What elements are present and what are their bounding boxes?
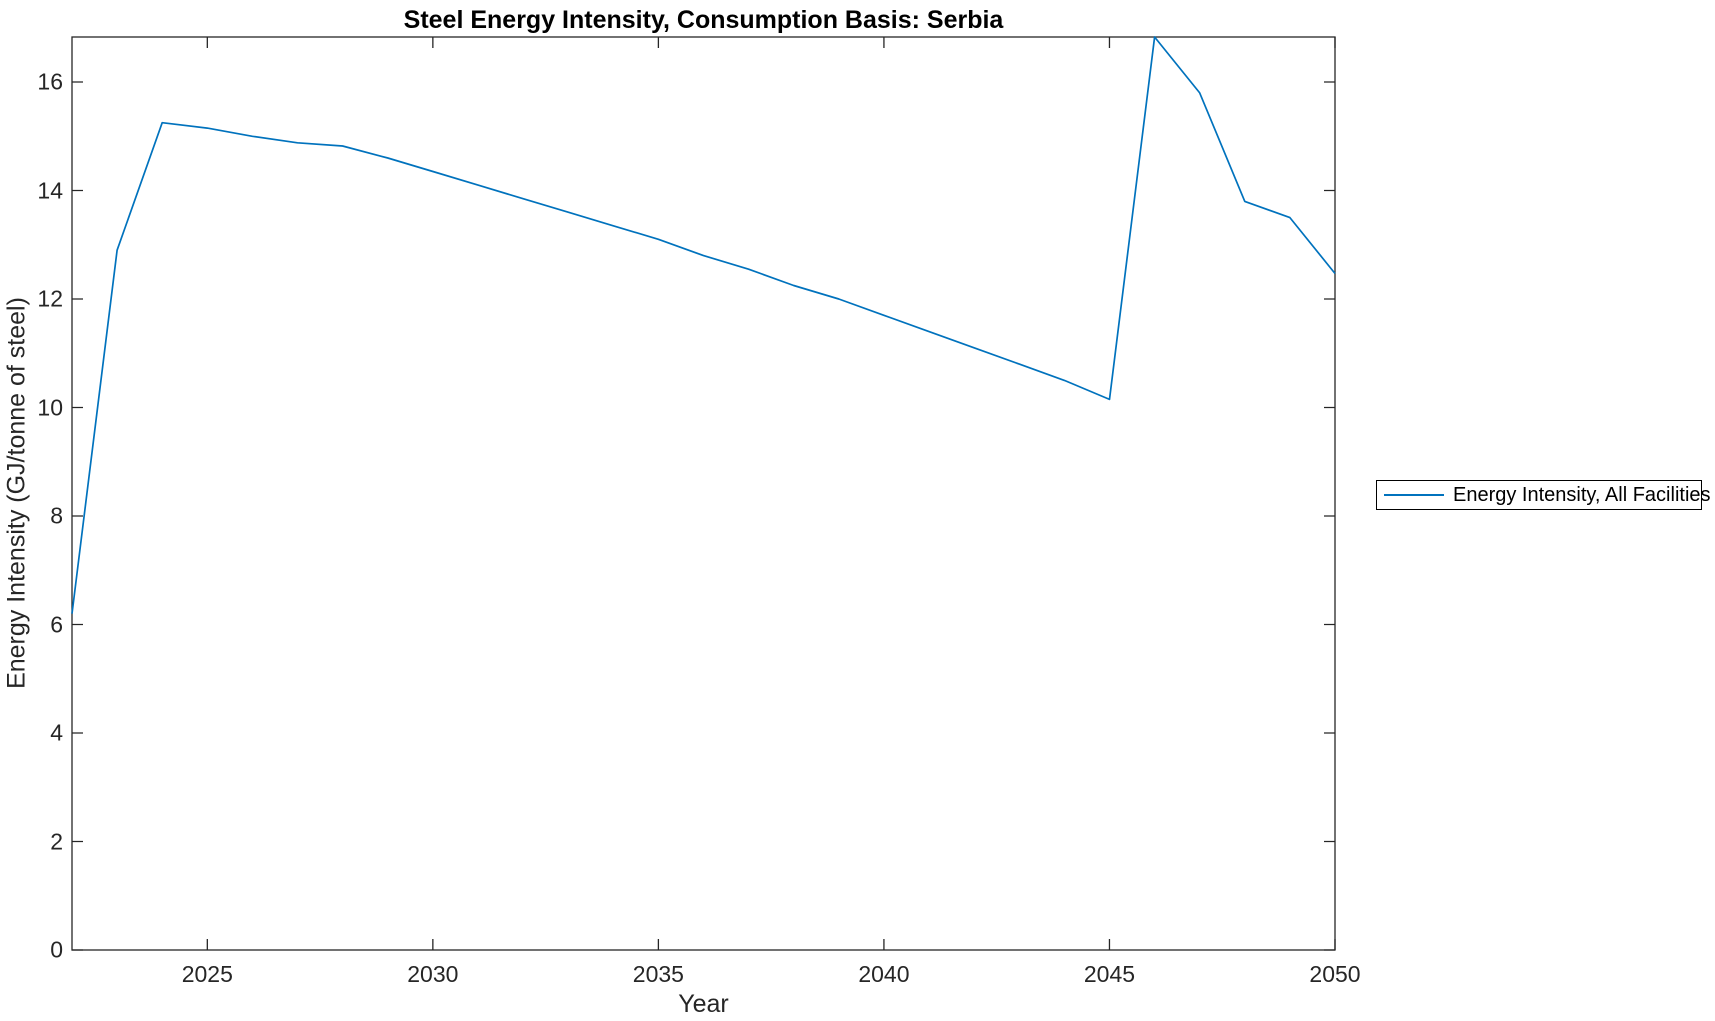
y-tick-label: 10 — [37, 394, 63, 421]
y-tick-label: 0 — [50, 936, 63, 963]
x-tick-label: 2035 — [632, 961, 684, 987]
y-tick-label: 6 — [50, 611, 63, 637]
x-tick-label: 2050 — [1309, 961, 1361, 987]
x-tick-label: 2040 — [858, 961, 910, 987]
y-tick-label: 16 — [37, 68, 63, 95]
y-tick-label: 2 — [50, 828, 63, 854]
legend-line-sample — [1384, 494, 1444, 496]
x-tick-label: 2025 — [181, 961, 233, 987]
y-tick-label: 8 — [50, 502, 63, 529]
x-tick-label: 2045 — [1083, 961, 1136, 987]
y-tick-label: 12 — [37, 285, 63, 312]
x-axis-label: Year — [678, 990, 729, 1018]
x-tick-label: 2030 — [407, 961, 459, 987]
legend: Energy Intensity, All Facilities — [1376, 480, 1711, 510]
y-tick-label: 4 — [50, 719, 63, 746]
axis-ticks — [72, 37, 1336, 951]
y-tick-label: 14 — [37, 177, 63, 204]
chart-title: Steel Energy Intensity, Consumption Basi… — [403, 6, 1004, 34]
legend-label: Energy Intensity, All Facilities — [1453, 483, 1711, 506]
y-axis-label: Energy Intensity (GJ/tonne of steel) — [2, 297, 31, 689]
axes-box — [71, 36, 1336, 951]
data-line — [71, 36, 1336, 614]
